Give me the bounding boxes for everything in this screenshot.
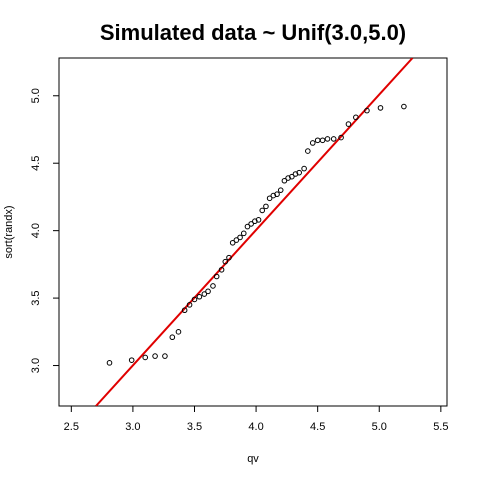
data-point xyxy=(401,103,407,110)
data-point xyxy=(218,266,225,273)
data-point xyxy=(152,353,158,359)
data-point xyxy=(281,177,288,184)
data-point xyxy=(377,105,384,111)
y-tick-label: 4.5 xyxy=(30,156,42,171)
y-tick-label: 4.0 xyxy=(30,223,42,238)
data-point xyxy=(263,203,269,210)
data-point xyxy=(142,354,149,361)
x-tick-label: 5.0 xyxy=(372,421,387,433)
data-point xyxy=(289,173,295,180)
y-axis: 3.0 3.5 4.0 4.5 5.0 xyxy=(30,88,59,373)
y-axis-label: sort(randx) xyxy=(3,205,15,258)
x-tick-label: 3.5 xyxy=(187,421,202,433)
data-point xyxy=(309,140,316,146)
data-point xyxy=(169,334,176,341)
data-point xyxy=(175,329,182,335)
data-point xyxy=(324,136,331,142)
x-tick-label: 5.5 xyxy=(433,421,448,433)
y-tick-label: 3.5 xyxy=(30,290,42,305)
data-point xyxy=(338,134,344,141)
data-point xyxy=(210,283,216,289)
data-point xyxy=(128,357,135,363)
x-tick-label: 4.5 xyxy=(310,421,325,433)
data-point xyxy=(201,291,208,297)
x-tick-label: 3.0 xyxy=(125,421,140,433)
data-point xyxy=(106,360,113,366)
data-point xyxy=(319,137,326,144)
data-point xyxy=(162,353,168,359)
data-point xyxy=(364,107,370,114)
data-point xyxy=(277,187,284,193)
data-point xyxy=(196,293,203,300)
data-point xyxy=(314,137,321,144)
x-axis-label: qv xyxy=(247,453,259,465)
x-tick-label: 4.0 xyxy=(248,421,263,433)
y-tick-label: 3.0 xyxy=(30,358,42,373)
data-point xyxy=(240,230,247,237)
data-point xyxy=(229,239,236,246)
data-point xyxy=(186,302,193,308)
data-point xyxy=(345,121,352,127)
x-tick-label: 2.5 xyxy=(64,421,79,433)
data-point xyxy=(330,136,337,142)
data-point xyxy=(237,234,243,241)
data-point xyxy=(191,296,198,303)
data-point xyxy=(233,237,240,243)
data-point xyxy=(259,207,266,214)
data-point xyxy=(274,191,280,198)
data-point xyxy=(255,217,262,223)
plot-frame xyxy=(58,57,448,407)
data-point xyxy=(222,258,229,265)
data-point xyxy=(305,148,311,154)
data-point xyxy=(266,195,273,202)
reference-line xyxy=(95,58,414,406)
chart-title: Simulated data ~ Unif(3.0,5.0) xyxy=(100,20,406,45)
data-point xyxy=(296,169,302,176)
x-axis: 2.5 3.0 3.5 4.0 4.5 5.0 5.5 xyxy=(64,406,448,433)
data-point xyxy=(181,307,188,314)
data-points xyxy=(106,103,407,366)
data-point xyxy=(244,223,251,230)
y-tick-label: 5.0 xyxy=(30,88,42,103)
data-point xyxy=(213,273,220,280)
data-point xyxy=(248,221,254,227)
data-point xyxy=(226,254,232,261)
data-point xyxy=(205,288,211,295)
data-point xyxy=(353,114,359,121)
fit-line xyxy=(95,58,414,406)
data-point xyxy=(301,165,307,172)
